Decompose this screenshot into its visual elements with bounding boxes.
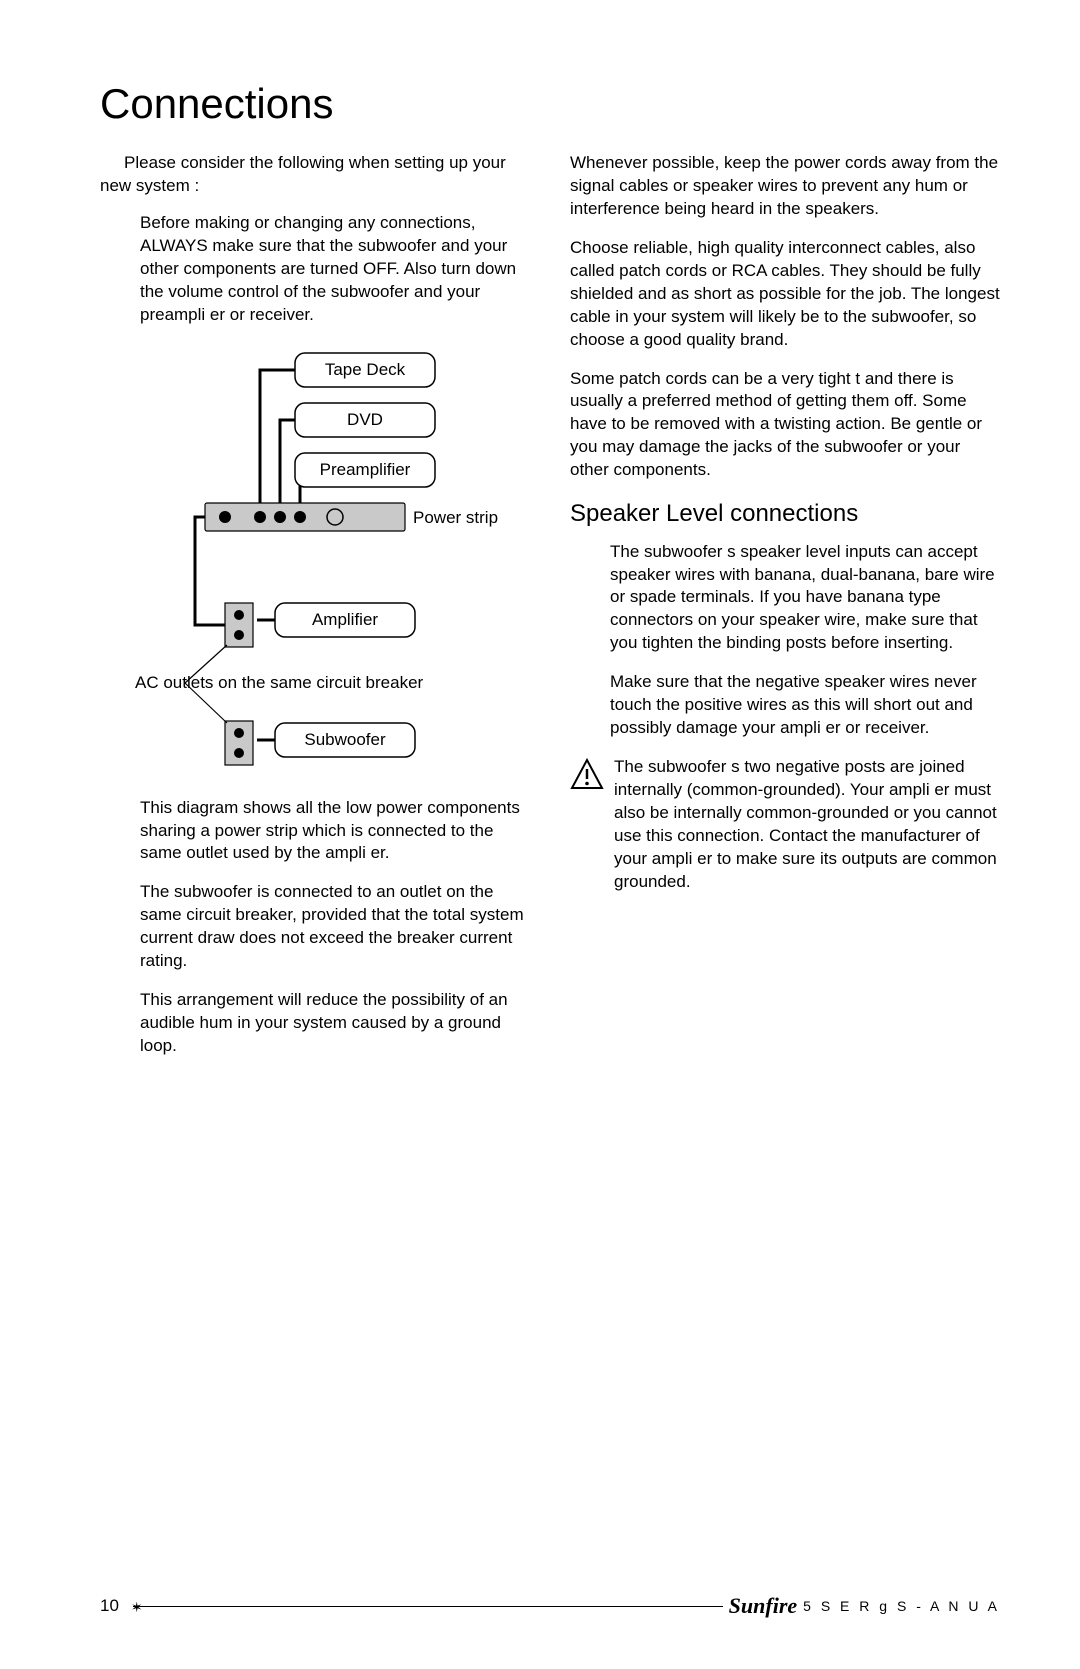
node-sub: Subwoofer bbox=[275, 723, 415, 757]
warning-icon bbox=[570, 758, 604, 790]
page-number: 10 bbox=[100, 1596, 127, 1616]
warning-text: The subwoofer s two negative posts are j… bbox=[614, 756, 1000, 894]
page-footer: 10 ✶ Sunfire 5 S E R g S - A N U A bbox=[100, 1593, 1000, 1619]
connection-diagram: Power strip Tape Deck bbox=[100, 343, 530, 783]
two-column-layout: Please consider the following when set­t… bbox=[100, 152, 1000, 1074]
right-p1: Whenever possible, keep the power cords … bbox=[570, 152, 1000, 221]
svg-text:DVD: DVD bbox=[347, 410, 383, 429]
brand-logo: Sunfire bbox=[729, 1593, 803, 1619]
footer-star-icon: ✶ bbox=[131, 1599, 143, 1616]
right-p5: Make sure that the negative speaker wire… bbox=[610, 671, 1000, 740]
left-p3: The subwoofer is connected to an outlet … bbox=[140, 881, 530, 973]
node-amp: Amplifier bbox=[275, 603, 415, 637]
svg-text:Subwoofer: Subwoofer bbox=[304, 730, 386, 749]
right-p4: The subwoofer s speaker level inputs can… bbox=[610, 541, 1000, 656]
left-p1: Before making or changing any connection… bbox=[140, 212, 530, 327]
node-dvd: DVD bbox=[295, 403, 435, 437]
manual-code: 5 S E R g S - A N U A bbox=[803, 1598, 1000, 1614]
svg-text:Preamplifier: Preamplifier bbox=[320, 460, 411, 479]
strip-label: Power strip bbox=[413, 508, 498, 527]
right-column: Whenever possible, keep the power cords … bbox=[570, 152, 1000, 1074]
page-title: Connections bbox=[100, 80, 1000, 128]
footer-rule: ✶ bbox=[133, 1606, 723, 1607]
right-p3: Some patch cords can be a very tight t a… bbox=[570, 368, 1000, 483]
node-preamp: Preamplifier bbox=[295, 453, 435, 487]
diagram-svg: Power strip Tape Deck bbox=[125, 343, 505, 783]
left-column: Please consider the following when set­t… bbox=[100, 152, 530, 1074]
node-tape: Tape Deck bbox=[295, 353, 435, 387]
subhead-speaker-level: Speaker Level connections bbox=[570, 498, 1000, 530]
svg-text:Amplifier: Amplifier bbox=[312, 610, 378, 629]
left-p4: This arrangement will reduce the possibi… bbox=[140, 989, 530, 1058]
svg-text:Tape Deck: Tape Deck bbox=[325, 360, 406, 379]
warning-block: The subwoofer s two negative posts are j… bbox=[570, 756, 1000, 894]
outlet-caption: AC outlets on the same circuit breaker bbox=[135, 673, 424, 692]
intro-text: Please consider the following when set­t… bbox=[100, 152, 530, 198]
left-p2: This diagram shows all the low power com… bbox=[140, 797, 530, 866]
right-p2: Choose reliable, high quality inter­conn… bbox=[570, 237, 1000, 352]
